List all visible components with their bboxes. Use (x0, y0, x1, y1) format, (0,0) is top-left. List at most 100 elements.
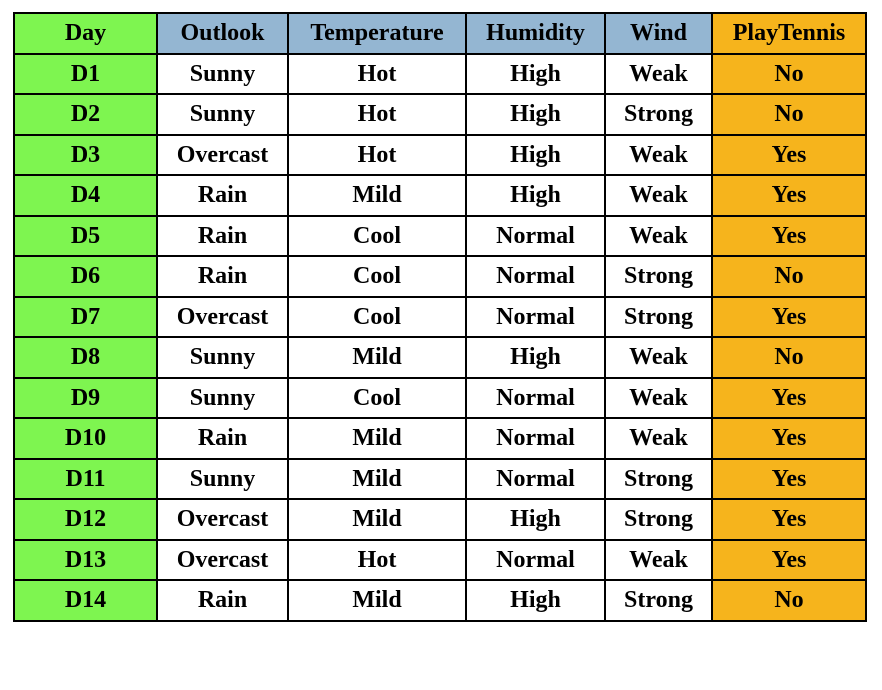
temperature-cell: Hot (287, 133, 467, 176)
playtennis-cell: No (711, 336, 867, 379)
table-row: D2 Sunny Hot High Strong No (13, 93, 867, 136)
outlook-cell: Sunny (156, 93, 289, 136)
outlook-cell: Sunny (156, 336, 289, 379)
day-cell: D1 (13, 52, 158, 95)
humidity-cell: High (465, 133, 606, 176)
humidity-cell: High (465, 498, 606, 541)
table-row: D9 Sunny Cool Normal Weak Yes (13, 376, 867, 419)
header-playtennis: PlayTennis (711, 12, 867, 55)
header-humidity: Humidity (465, 12, 606, 55)
temperature-cell: Mild (287, 498, 467, 541)
humidity-cell: Normal (465, 376, 606, 419)
wind-cell: Weak (604, 133, 713, 176)
humidity-cell: Normal (465, 214, 606, 257)
playtennis-cell: No (711, 255, 867, 298)
day-cell: D7 (13, 295, 158, 338)
outlook-cell: Rain (156, 417, 289, 460)
temperature-cell: Hot (287, 93, 467, 136)
wind-cell: Strong (604, 255, 713, 298)
play-tennis-table: Day Outlook Temperature Humidity Wind Pl… (13, 12, 867, 622)
wind-cell: Weak (604, 417, 713, 460)
wind-cell: Strong (604, 498, 713, 541)
temperature-cell: Mild (287, 417, 467, 460)
day-cell: D2 (13, 93, 158, 136)
table-row: D5 Rain Cool Normal Weak Yes (13, 214, 867, 257)
playtennis-cell: Yes (711, 538, 867, 581)
table-row: D3 Overcast Hot High Weak Yes (13, 133, 867, 176)
table-row: D4 Rain Mild High Weak Yes (13, 174, 867, 217)
outlook-cell: Sunny (156, 52, 289, 95)
playtennis-cell: Yes (711, 417, 867, 460)
day-cell: D14 (13, 579, 158, 622)
temperature-cell: Mild (287, 579, 467, 622)
playtennis-cell: Yes (711, 376, 867, 419)
header-outlook: Outlook (156, 12, 289, 55)
table-row: D1 Sunny Hot High Weak No (13, 52, 867, 95)
table-row: D11 Sunny Mild Normal Strong Yes (13, 457, 867, 500)
day-cell: D5 (13, 214, 158, 257)
playtennis-cell: Yes (711, 214, 867, 257)
playtennis-cell: No (711, 52, 867, 95)
day-cell: D11 (13, 457, 158, 500)
table-header: Day Outlook Temperature Humidity Wind Pl… (13, 12, 867, 55)
temperature-cell: Mild (287, 174, 467, 217)
humidity-cell: Normal (465, 457, 606, 500)
humidity-cell: Normal (465, 538, 606, 581)
day-cell: D8 (13, 336, 158, 379)
wind-cell: Weak (604, 174, 713, 217)
day-cell: D13 (13, 538, 158, 581)
day-cell: D6 (13, 255, 158, 298)
wind-cell: Weak (604, 52, 713, 95)
wind-cell: Weak (604, 376, 713, 419)
day-cell: D3 (13, 133, 158, 176)
outlook-cell: Rain (156, 214, 289, 257)
day-cell: D10 (13, 417, 158, 460)
wind-cell: Strong (604, 579, 713, 622)
playtennis-cell: Yes (711, 498, 867, 541)
table-row: D10 Rain Mild Normal Weak Yes (13, 417, 867, 460)
day-cell: D4 (13, 174, 158, 217)
table-row: D7 Overcast Cool Normal Strong Yes (13, 295, 867, 338)
header-day: Day (13, 12, 158, 55)
table-row: D8 Sunny Mild High Weak No (13, 336, 867, 379)
outlook-cell: Sunny (156, 376, 289, 419)
temperature-cell: Cool (287, 255, 467, 298)
outlook-cell: Sunny (156, 457, 289, 500)
table-row: D14 Rain Mild High Strong No (13, 579, 867, 622)
header-wind: Wind (604, 12, 713, 55)
playtennis-cell: No (711, 93, 867, 136)
temperature-cell: Mild (287, 336, 467, 379)
temperature-cell: Hot (287, 538, 467, 581)
outlook-cell: Overcast (156, 538, 289, 581)
day-cell: D12 (13, 498, 158, 541)
day-cell: D9 (13, 376, 158, 419)
humidity-cell: Normal (465, 295, 606, 338)
playtennis-cell: Yes (711, 295, 867, 338)
wind-cell: Weak (604, 214, 713, 257)
table-row: D13 Overcast Hot Normal Weak Yes (13, 538, 867, 581)
outlook-cell: Rain (156, 174, 289, 217)
table-row: D12 Overcast Mild High Strong Yes (13, 498, 867, 541)
humidity-cell: High (465, 93, 606, 136)
outlook-cell: Overcast (156, 295, 289, 338)
outlook-cell: Overcast (156, 133, 289, 176)
wind-cell: Strong (604, 295, 713, 338)
humidity-cell: High (465, 336, 606, 379)
table-row: D6 Rain Cool Normal Strong No (13, 255, 867, 298)
outlook-cell: Overcast (156, 498, 289, 541)
outlook-cell: Rain (156, 579, 289, 622)
table-body: D1 Sunny Hot High Weak No D2 Sunny Hot High Strong… (13, 52, 867, 622)
header-row: Day Outlook Temperature Humidity Wind Pl… (13, 12, 867, 55)
temperature-cell: Mild (287, 457, 467, 500)
wind-cell: Weak (604, 336, 713, 379)
playtennis-cell: Yes (711, 457, 867, 500)
humidity-cell: High (465, 579, 606, 622)
temperature-cell: Hot (287, 52, 467, 95)
outlook-cell: Rain (156, 255, 289, 298)
temperature-cell: Cool (287, 376, 467, 419)
humidity-cell: Normal (465, 255, 606, 298)
temperature-cell: Cool (287, 295, 467, 338)
humidity-cell: High (465, 174, 606, 217)
wind-cell: Strong (604, 457, 713, 500)
playtennis-cell: Yes (711, 174, 867, 217)
